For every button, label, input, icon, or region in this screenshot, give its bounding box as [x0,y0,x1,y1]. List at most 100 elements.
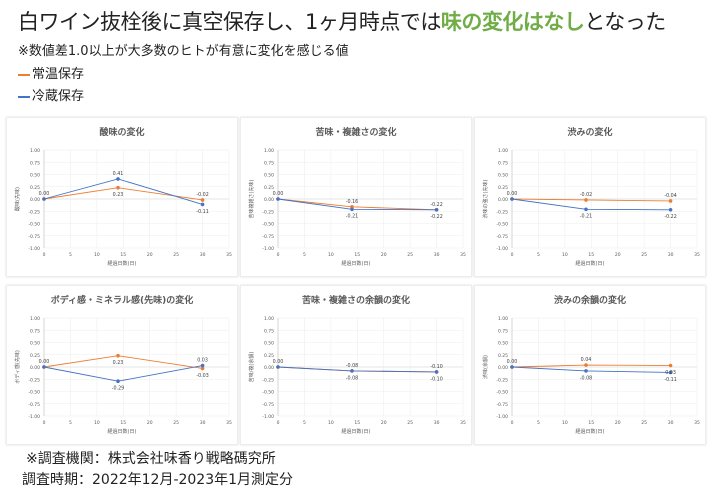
y-tick-label: -1.00 [28,246,40,252]
x-tick-label: 25 [641,252,647,258]
data-label: -0.04 [664,193,676,199]
x-tick-label: 0 [43,420,46,426]
x-tick-label: 0 [511,420,514,426]
data-point [200,366,205,371]
x-tick-label: 30 [434,420,440,426]
data-label: -0.10 [430,376,442,382]
x-tick-label: 30 [434,252,440,258]
x-tick-label: 5 [303,252,306,258]
chart-title: 渋みの変化 [567,126,612,138]
data-label: -0.21 [346,214,358,220]
y-tick-label: -1.00 [262,246,274,252]
period-note: 調査時期：2022年12月-2023年1月測定分 [22,472,294,488]
x-tick-label: 0 [277,252,280,258]
data-label: -0.08 [580,375,592,381]
x-axis-title: 経過日数(日) [576,260,605,267]
data-point [510,365,514,369]
y-tick-label: 0.25 [498,353,508,359]
y-tick-label: -0.50 [496,222,508,228]
y-tick-label: -0.25 [262,209,274,215]
data-label: -0.11 [196,209,208,215]
x-tick-label: 20 [381,252,387,258]
data-label: 0.00 [273,359,284,365]
y-tick-label: 0.00 [264,197,274,203]
x-axis-title: 経過日数(日) [576,428,605,435]
y-tick-label: -0.25 [496,209,508,215]
y-tick-label: 0.00 [264,365,274,371]
data-label: 0.03 [665,370,676,376]
y-tick-label: 0.50 [30,173,40,179]
data-label: -0.02 [196,192,208,198]
x-tick-label: 15 [354,420,360,426]
data-label: -0.29 [112,386,124,392]
data-point [200,198,205,202]
y-tick-label: 0.25 [30,353,40,359]
data-point [668,199,673,203]
data-label: 0.00 [507,359,518,365]
x-tick-label: 5 [69,420,72,426]
chart-body-mineral: ボディ感・ミネラル感(先味)の変化 1.00 0.75 0.50 0.25 0.00 -0.… [6,285,238,445]
y-tick-label: 0.75 [30,160,40,166]
x-tick-label: 0 [511,252,514,258]
x-axis-title: 経過日数(日) [108,260,137,267]
chart-bitterness: 苦味・複雑さの変化 1.00 0.75 0.50 0.25 0.00 -0.25 -0.50-… [240,117,472,277]
y-tick-label: 0.75 [264,160,274,166]
y-tick-label: 0.75 [264,328,274,334]
data-point [116,353,120,358]
orange-line-swatch [18,73,30,76]
x-tick-label: 35 [226,420,232,426]
y-tick-label: 0.00 [30,365,40,371]
headline-pre: 白ワイン抜栓後に真空保存し、1ヶ月時点では [18,10,441,34]
y-tick-label: -0.50 [262,222,274,228]
x-tick-label: 5 [69,252,72,258]
data-point [276,365,280,369]
x-tick-label: 20 [615,252,621,258]
data-label: -0.08 [346,375,358,381]
x-tick-label: 20 [615,420,621,426]
y-tick-label: 1.00 [264,148,274,154]
y-tick-label: 0.75 [498,160,508,166]
y-tick-label: -0.75 [28,402,40,408]
data-point [584,207,588,212]
data-point [668,363,673,368]
x-tick-label: 25 [173,252,179,258]
x-tick-label: 10 [562,420,568,426]
x-tick-label: 35 [694,252,700,258]
y-tick-label: 0.50 [264,173,274,179]
y-tick-label: 0.75 [30,328,40,334]
data-label: 0.00 [273,191,284,197]
data-point [668,370,673,375]
y-tick-label: 0.50 [498,341,508,347]
y-tick-label: -0.50 [28,390,40,396]
x-tick-label: 35 [460,420,466,426]
data-point [584,363,588,367]
data-label: 0.41 [113,171,124,177]
data-point [200,202,205,207]
x-tick-label: 35 [226,252,232,258]
data-point [668,207,673,212]
y-axis-title: 苦味/複(余韻) [248,352,255,383]
headline-post: となった [584,10,666,34]
x-tick-label: 5 [303,420,306,426]
y-tick-label: 0.00 [498,365,508,371]
y-tick-label: 0.75 [498,328,508,334]
x-tick-label: 25 [407,420,413,426]
data-point [200,363,205,368]
chart-astringency-aftertaste: 渋みの余韻の変化 1.00 0.75 0.50 0.25 0.00 -0.25 -0.50 -0… [474,285,706,445]
data-label: -0.16 [346,199,358,205]
data-point [434,370,439,374]
data-label: -0.21 [580,214,592,220]
x-tick-label: 10 [328,252,334,258]
y-tick-label: -1.00 [28,414,40,420]
data-point [42,365,46,369]
data-point [42,197,46,201]
y-tick-label: -0.75 [262,402,274,408]
x-tick-label: 0 [277,420,280,426]
x-tick-label: 20 [147,252,153,258]
chart-title: 酸味の変化 [99,126,144,138]
data-point [584,198,588,202]
y-tick-label: -0.50 [496,390,508,396]
y-tick-label: 1.00 [30,316,40,322]
x-tick-label: 0 [43,252,46,258]
y-tick-label: -0.75 [262,234,274,240]
